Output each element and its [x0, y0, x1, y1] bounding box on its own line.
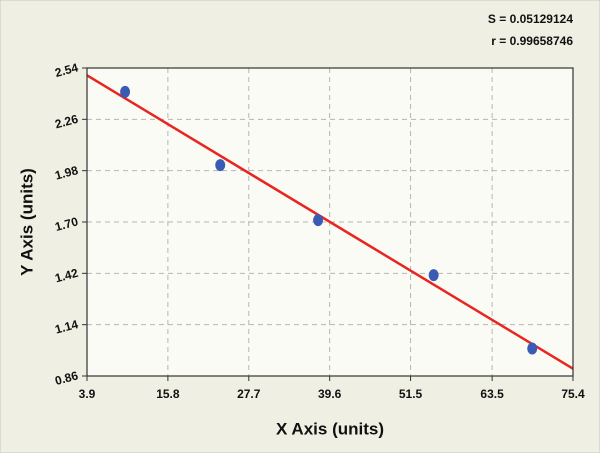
x-tick-label: 15.8 — [156, 387, 180, 401]
x-tick-label: 3.9 — [79, 387, 96, 401]
x-tick-label: 39.6 — [318, 387, 342, 401]
x-axis-label: X Axis (units) — [276, 419, 384, 438]
x-tick-label: 75.4 — [561, 387, 585, 401]
data-point — [313, 214, 324, 227]
x-tick-label: 51.5 — [399, 387, 423, 401]
annotation: r = 0.99658746 — [491, 34, 573, 48]
y-tick-label: 1.98 — [53, 163, 79, 183]
fit-line — [86, 74, 574, 370]
data-point — [120, 85, 131, 98]
data-point — [428, 269, 439, 282]
y-tick-label: 2.54 — [53, 60, 79, 80]
x-tick-label: 27.7 — [237, 387, 261, 401]
data-point — [527, 342, 538, 355]
y-tick-label: 1.14 — [53, 317, 79, 337]
annotation: S = 0.05129124 — [488, 12, 573, 26]
x-tick-label: 63.5 — [480, 387, 504, 401]
y-tick-label: 1.42 — [53, 266, 79, 286]
y-axis-label: Y Axis (units) — [17, 168, 36, 276]
y-tick-label: 2.26 — [53, 112, 79, 132]
y-tick-label: 1.70 — [53, 214, 79, 234]
data-point — [215, 159, 226, 172]
plot-frame — [86, 67, 574, 377]
y-tick-label: 0.86 — [53, 368, 79, 388]
